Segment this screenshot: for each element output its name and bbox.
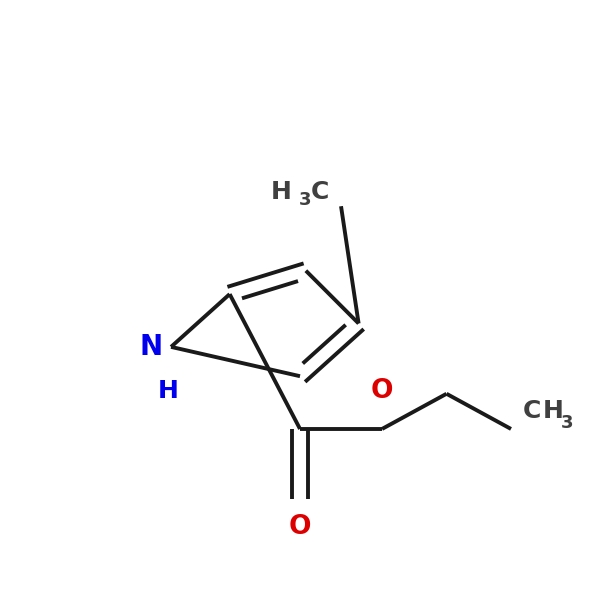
Text: 3: 3 xyxy=(561,414,574,432)
Text: C: C xyxy=(311,179,329,203)
Text: O: O xyxy=(371,379,394,404)
Text: 3: 3 xyxy=(299,191,311,209)
Text: H: H xyxy=(543,400,564,424)
Text: H: H xyxy=(158,379,179,403)
Text: O: O xyxy=(289,514,311,540)
Text: C: C xyxy=(523,400,541,424)
Text: H: H xyxy=(271,179,291,203)
Text: N: N xyxy=(139,333,162,361)
